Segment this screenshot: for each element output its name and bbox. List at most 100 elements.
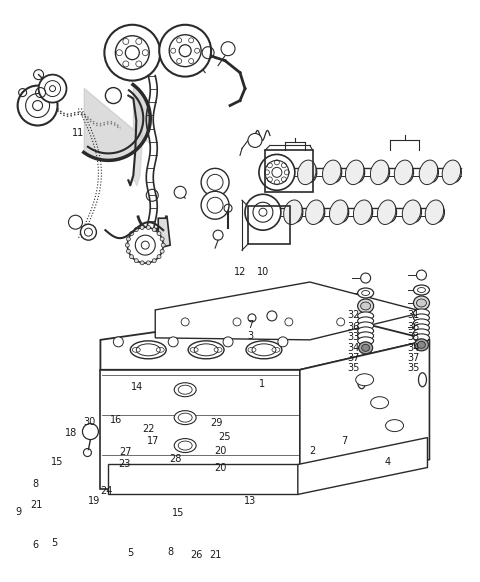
- Text: 6: 6: [32, 540, 38, 550]
- Polygon shape: [300, 340, 430, 489]
- Ellipse shape: [174, 383, 196, 397]
- Text: 23: 23: [118, 459, 131, 469]
- Circle shape: [83, 424, 98, 439]
- Ellipse shape: [335, 203, 348, 222]
- Ellipse shape: [419, 372, 426, 386]
- Ellipse shape: [447, 162, 461, 182]
- Text: 4: 4: [384, 457, 390, 467]
- Text: 11: 11: [72, 128, 84, 138]
- Text: 14: 14: [131, 382, 143, 392]
- Text: 35: 35: [407, 363, 420, 372]
- Circle shape: [159, 25, 211, 77]
- Ellipse shape: [351, 162, 365, 182]
- Ellipse shape: [284, 200, 302, 225]
- Circle shape: [152, 258, 156, 262]
- Ellipse shape: [358, 299, 373, 313]
- Circle shape: [157, 255, 161, 258]
- Ellipse shape: [442, 160, 461, 184]
- Circle shape: [221, 42, 235, 56]
- Ellipse shape: [174, 439, 196, 453]
- Circle shape: [113, 337, 123, 347]
- Text: 30: 30: [83, 417, 96, 427]
- Ellipse shape: [399, 162, 413, 182]
- Ellipse shape: [359, 203, 372, 222]
- Ellipse shape: [402, 200, 421, 225]
- Ellipse shape: [289, 203, 303, 222]
- Circle shape: [140, 225, 144, 229]
- Circle shape: [360, 273, 371, 283]
- Text: 34: 34: [407, 343, 420, 353]
- Circle shape: [278, 337, 288, 347]
- Ellipse shape: [413, 324, 430, 332]
- Text: 29: 29: [210, 418, 222, 428]
- Polygon shape: [100, 310, 430, 370]
- Text: 26: 26: [190, 550, 202, 560]
- Text: 8: 8: [32, 478, 38, 489]
- Text: 17: 17: [147, 436, 159, 446]
- Ellipse shape: [413, 314, 430, 322]
- Polygon shape: [100, 370, 300, 489]
- Text: 20: 20: [215, 463, 227, 473]
- Ellipse shape: [358, 332, 373, 340]
- Bar: [265, 150, 313, 192]
- Text: 3: 3: [248, 331, 253, 341]
- Ellipse shape: [385, 420, 404, 432]
- Text: 21: 21: [30, 499, 43, 510]
- Ellipse shape: [383, 203, 396, 222]
- Circle shape: [160, 249, 164, 253]
- Circle shape: [104, 25, 160, 81]
- Text: 32: 32: [348, 310, 360, 320]
- Circle shape: [152, 228, 156, 232]
- Ellipse shape: [377, 200, 396, 225]
- Text: 10: 10: [257, 268, 269, 278]
- Circle shape: [106, 87, 121, 104]
- Text: 2: 2: [310, 446, 316, 456]
- Text: 36: 36: [407, 322, 420, 332]
- Text: 22: 22: [142, 424, 155, 434]
- Ellipse shape: [323, 160, 341, 184]
- Text: 12: 12: [234, 268, 246, 278]
- Polygon shape: [108, 464, 298, 495]
- Text: 18: 18: [65, 428, 78, 438]
- Text: 13: 13: [244, 496, 257, 506]
- Circle shape: [130, 232, 133, 236]
- Text: 5: 5: [51, 538, 58, 548]
- Ellipse shape: [246, 341, 282, 359]
- Ellipse shape: [358, 337, 373, 345]
- Circle shape: [160, 237, 164, 241]
- Text: 5: 5: [127, 548, 133, 558]
- Ellipse shape: [358, 322, 373, 330]
- Text: 33: 33: [348, 332, 360, 342]
- Circle shape: [248, 133, 262, 147]
- Ellipse shape: [353, 200, 372, 225]
- Circle shape: [201, 191, 229, 219]
- Ellipse shape: [361, 345, 370, 352]
- Text: 16: 16: [110, 415, 123, 425]
- Circle shape: [126, 237, 131, 241]
- Text: 7: 7: [341, 436, 348, 446]
- Ellipse shape: [371, 160, 389, 184]
- Ellipse shape: [431, 203, 444, 222]
- Ellipse shape: [408, 203, 421, 222]
- Ellipse shape: [358, 288, 373, 298]
- Ellipse shape: [130, 341, 166, 359]
- Ellipse shape: [311, 203, 325, 222]
- Text: 1: 1: [258, 379, 264, 389]
- Circle shape: [130, 255, 133, 258]
- Polygon shape: [155, 282, 424, 340]
- Text: 27: 27: [119, 448, 132, 457]
- Ellipse shape: [413, 319, 430, 327]
- Ellipse shape: [358, 312, 373, 320]
- Ellipse shape: [360, 302, 371, 310]
- Circle shape: [127, 227, 163, 263]
- Circle shape: [417, 270, 426, 280]
- Ellipse shape: [359, 342, 372, 354]
- Text: 36: 36: [348, 322, 360, 332]
- Ellipse shape: [346, 160, 364, 184]
- Ellipse shape: [394, 160, 413, 184]
- Ellipse shape: [358, 375, 366, 389]
- Ellipse shape: [413, 285, 430, 295]
- Text: 37: 37: [348, 353, 360, 363]
- Circle shape: [140, 261, 144, 265]
- Text: 7: 7: [247, 320, 253, 329]
